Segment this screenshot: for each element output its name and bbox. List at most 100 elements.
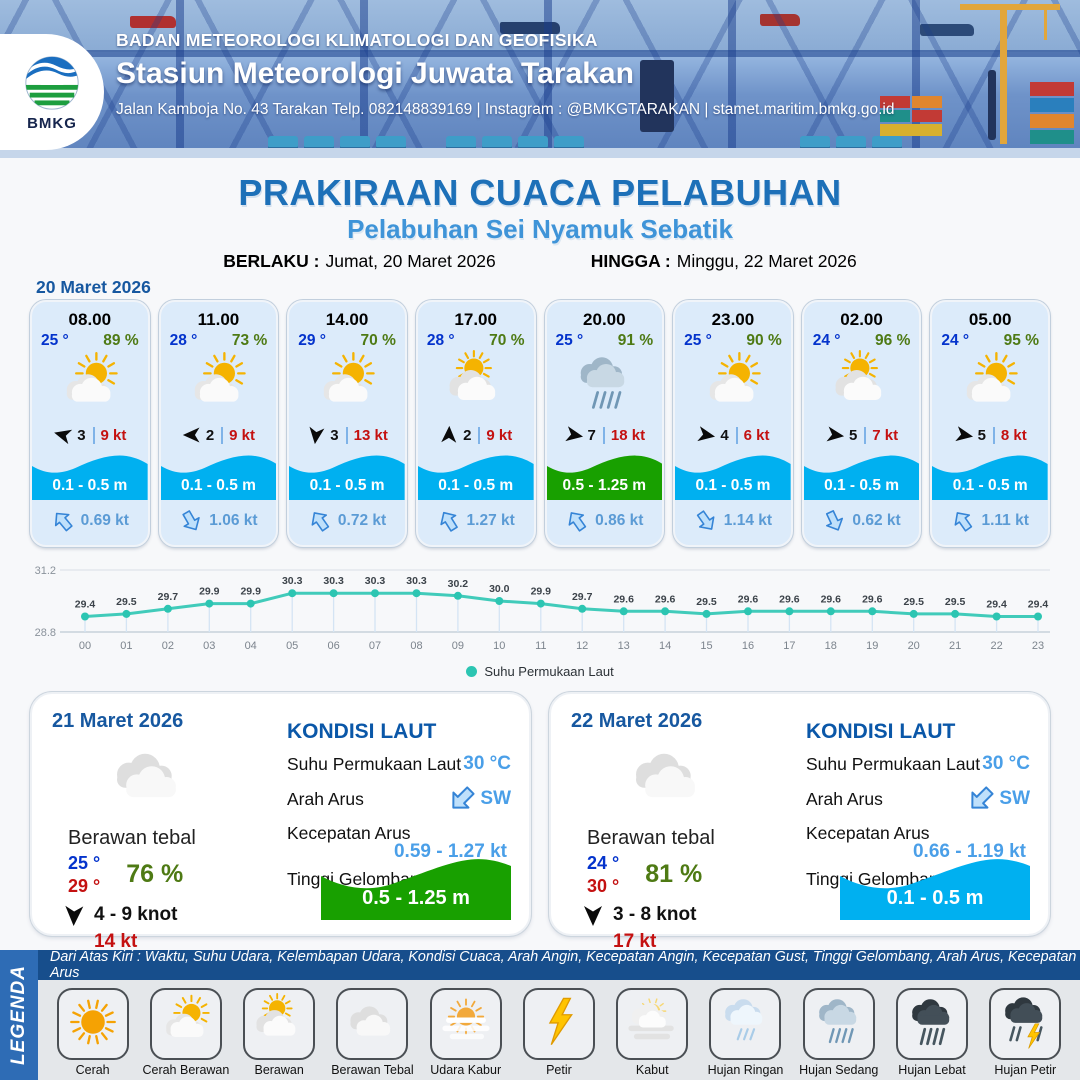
seat-row bbox=[376, 136, 406, 147]
air-temperature: 28 ° bbox=[426, 332, 455, 349]
wave-shape bbox=[840, 859, 1030, 920]
wind-speed: 4 bbox=[720, 426, 729, 444]
temp-humidity-row: 25 ° 89 % bbox=[32, 330, 148, 350]
weather-icon-slot bbox=[804, 349, 920, 422]
udara-kabur-icon bbox=[437, 993, 495, 1056]
current-direction-icon bbox=[432, 504, 465, 537]
humidity: 89 % bbox=[103, 332, 139, 349]
berlaku-value: Jumat, 20 Maret 2026 bbox=[325, 251, 496, 271]
wave-shape bbox=[803, 455, 920, 500]
sea-conditions-panel: KONDISI LAUT Suhu Permukaan Laut 30 °C A… bbox=[287, 720, 511, 922]
svg-text:09: 09 bbox=[452, 640, 464, 652]
container-illustration bbox=[912, 96, 942, 108]
hourly-forecast-card: 11.00 28 ° 73 % 2 9 kt 0.1 bbox=[158, 300, 279, 547]
wave-height-value: 0.1 - 0.5 m bbox=[438, 477, 514, 494]
humidity: 73 % bbox=[231, 332, 268, 349]
cerah-berawan-icon bbox=[313, 350, 381, 423]
svg-text:11: 11 bbox=[535, 640, 546, 652]
day-condition: Berawan tebal bbox=[68, 827, 196, 849]
legend-icon-box bbox=[56, 988, 129, 1060]
svg-text:03: 03 bbox=[203, 640, 215, 652]
temp-humidity-row: 28 ° 73 % bbox=[161, 330, 277, 350]
gust-speed: 9 kt bbox=[478, 426, 512, 444]
svg-text:30.3: 30.3 bbox=[365, 575, 386, 587]
hour-label: 05.00 bbox=[968, 310, 1012, 329]
wind-row: 4 6 kt bbox=[675, 422, 791, 448]
svg-text:29.9: 29.9 bbox=[531, 586, 552, 598]
day-temp-min: 25 ° bbox=[68, 853, 101, 873]
legend-item-label: Berawan Tebal bbox=[331, 1063, 414, 1077]
wave-height-value: 0.5 - 1.25 m bbox=[362, 887, 470, 909]
current-direction-icon bbox=[175, 505, 208, 538]
berawan-tebal-icon bbox=[625, 753, 711, 824]
air-temperature: 25 ° bbox=[684, 332, 712, 349]
current-direction-icon bbox=[960, 778, 1002, 820]
hujan-sedang-icon bbox=[810, 993, 868, 1056]
svg-text:30.2: 30.2 bbox=[448, 578, 469, 590]
hour-label: 20.00 bbox=[583, 310, 626, 329]
humidity: 90 % bbox=[746, 332, 782, 349]
current-speed-row: Kecepatan Arus bbox=[806, 823, 1030, 844]
wave-height-band: 0.1 - 0.5 m bbox=[932, 450, 1048, 500]
current-direction-label: Arah Arus bbox=[287, 788, 364, 809]
wave-height-band: 0.1 - 0.5 m bbox=[803, 450, 920, 500]
svg-text:31.2: 31.2 bbox=[35, 565, 56, 577]
current-speed-row: Kecepatan Arus bbox=[287, 823, 511, 844]
air-temperature: 25 ° bbox=[41, 332, 69, 349]
legend-icon-box bbox=[522, 988, 595, 1060]
svg-text:29.4: 29.4 bbox=[75, 599, 96, 611]
current-row: 1.11 kt bbox=[932, 500, 1048, 542]
hour-label: 02.00 bbox=[840, 310, 883, 329]
sst-label: Suhu Permukaan Laut bbox=[806, 753, 981, 774]
legend-item-label: Berawan bbox=[254, 1063, 304, 1077]
crane-illustration bbox=[1044, 10, 1047, 40]
legend-description: Dari Atas Kiri : Waktu, Suhu Udara, Kele… bbox=[38, 949, 1080, 981]
wave-height-value: 0.1 - 0.5 m bbox=[695, 477, 771, 494]
wave-shape bbox=[546, 455, 663, 500]
wave-height-band: 0.1 - 0.5 m bbox=[32, 450, 148, 500]
wave-height-band: 0.1 - 0.5 m bbox=[675, 450, 791, 500]
day-temp-min: 24 ° bbox=[587, 853, 620, 873]
svg-text:12: 12 bbox=[576, 640, 588, 652]
legend-item-label: Hujan Ringan bbox=[707, 1063, 784, 1077]
page-title: PRAKIRAAN CUACA PELABUHAN bbox=[238, 172, 842, 213]
current-speed-label: Kecepatan Arus bbox=[806, 823, 930, 843]
seat-row bbox=[340, 136, 370, 147]
petir-icon bbox=[530, 993, 588, 1056]
hour-label: 11.00 bbox=[197, 310, 240, 329]
legend-item: Udara Kabur bbox=[423, 988, 509, 1077]
sst-label: Suhu Permukaan Laut bbox=[287, 753, 462, 774]
day-temps: 24 ° 30 ° 81 % bbox=[587, 852, 782, 897]
wind-direction-icon bbox=[439, 425, 460, 446]
station-name: Stasiun Meteorologi Juwata Tarakan bbox=[116, 57, 634, 90]
day-humidity: 81 % bbox=[645, 860, 703, 888]
berlaku: BERLAKU : Jumat, 20 Maret 2026 bbox=[223, 251, 495, 272]
cerah-berawan-icon bbox=[956, 350, 1024, 423]
hourly-forecast-card: 17.00 28 ° 70 % 2 9 kt 0.1 bbox=[415, 300, 536, 547]
wind-direction-icon bbox=[51, 423, 75, 447]
svg-text:16: 16 bbox=[742, 640, 754, 652]
sst-value: 30 °C bbox=[463, 753, 511, 774]
current-speed: 0.86 kt bbox=[595, 512, 644, 529]
current-row: 1.14 kt bbox=[675, 500, 791, 542]
weather-icon-slot bbox=[32, 350, 148, 422]
svg-text:14: 14 bbox=[659, 640, 671, 652]
wave-height-badge: 0.1 - 0.5 m bbox=[840, 854, 1030, 920]
wave-height-value: 0.1 - 0.5 m bbox=[180, 477, 256, 494]
hourly-forecast-card: 08.00 25 ° 89 % 3 9 kt 0.1 bbox=[30, 300, 150, 547]
day-weather-icon-slot bbox=[625, 734, 782, 825]
temp-humidity-row: 24 ° 95 % bbox=[932, 330, 1048, 350]
svg-text:17: 17 bbox=[783, 640, 795, 652]
current-direction-icon bbox=[947, 504, 980, 537]
svg-text:19: 19 bbox=[866, 640, 878, 652]
current-direction-icon bbox=[818, 505, 850, 537]
seat-row bbox=[800, 136, 830, 147]
wind-row: 3 9 kt bbox=[32, 422, 148, 448]
hujan-ringan-icon bbox=[716, 993, 774, 1056]
svg-text:02: 02 bbox=[162, 640, 174, 652]
seat-row bbox=[268, 136, 298, 147]
legend-item-label: Hujan Petir bbox=[994, 1063, 1057, 1077]
forecast-date-label: 20 Maret 2026 bbox=[36, 277, 151, 297]
legend-icon-box bbox=[243, 988, 316, 1060]
berlaku-label: BERLAKU : bbox=[223, 251, 320, 271]
